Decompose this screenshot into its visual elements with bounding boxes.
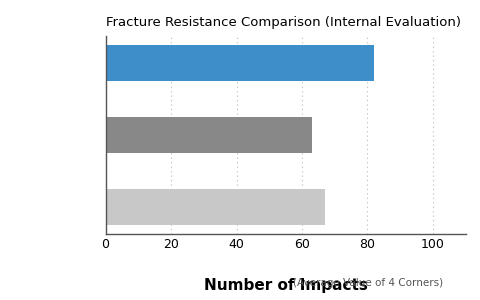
- Bar: [106, 45, 374, 81]
- Text: Number of Impacts: Number of Impacts: [204, 278, 368, 292]
- Bar: [106, 117, 312, 153]
- Text: (Average Value of 4 Corners): (Average Value of 4 Corners): [293, 278, 444, 288]
- Bar: [106, 189, 325, 225]
- Text: Fracture Resistance Comparison (Internal Evaluation): Fracture Resistance Comparison (Internal…: [106, 16, 461, 29]
